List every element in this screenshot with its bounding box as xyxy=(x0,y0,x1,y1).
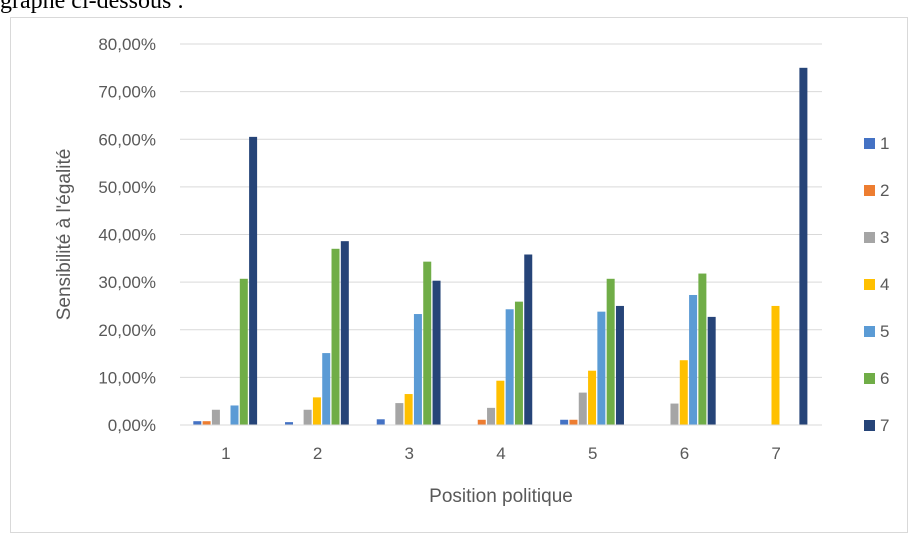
bar-cat5-series6 xyxy=(606,278,615,425)
y-axis-title: Sensibilité à l'égalité xyxy=(54,149,75,321)
x-tick-label: 7 xyxy=(771,444,780,463)
bar-cat3-series3 xyxy=(395,403,404,425)
bar-cat4-series3 xyxy=(487,407,496,425)
x-tick-label: 5 xyxy=(588,444,597,463)
bar-cat6-series4 xyxy=(679,360,688,425)
y-axis-ticks: 0,00% 10,00% 20,00% 30,00% 40,00% 50,00% 60,00… xyxy=(98,35,156,435)
bar-cat4-series7 xyxy=(524,254,533,425)
bar-cat5-series1 xyxy=(560,419,569,425)
bar-cat2-series1 xyxy=(285,422,294,425)
bar-cat5-series5 xyxy=(597,311,606,425)
legend-swatch xyxy=(864,373,875,384)
x-tick-label: 6 xyxy=(680,444,689,463)
legend-swatch xyxy=(864,232,875,243)
bar-cat3-series1 xyxy=(376,419,385,425)
y-tick-label: 0,00% xyxy=(108,416,156,435)
bar-cat2-series7 xyxy=(340,241,349,425)
bar-cat6-series3 xyxy=(670,403,679,425)
y-tick-label: 80,00% xyxy=(98,35,156,54)
bar-cat6-series6 xyxy=(698,273,707,425)
caption-text: graphe ci-dessous : xyxy=(0,0,184,14)
bar-cat5-series3 xyxy=(578,392,587,425)
legend-label: 7 xyxy=(880,416,889,435)
bar-cat4-series2 xyxy=(477,419,486,425)
y-tick-label: 60,00% xyxy=(98,130,156,149)
x-tick-label: 2 xyxy=(313,444,322,463)
bar-cat3-series7 xyxy=(432,280,441,425)
bar-cat3-series6 xyxy=(423,261,432,425)
bar-cat2-series4 xyxy=(312,397,321,425)
legend-swatch xyxy=(864,279,875,290)
bar-cat1-series6 xyxy=(239,278,248,425)
legend-label: 5 xyxy=(880,322,889,341)
bar-cat1-series3 xyxy=(211,409,220,425)
legend-swatch xyxy=(864,326,875,337)
y-tick-label: 70,00% xyxy=(98,83,156,102)
bar-cat3-series4 xyxy=(404,394,413,425)
legend-label: 4 xyxy=(880,275,889,294)
y-tick-label: 10,00% xyxy=(98,368,156,387)
y-tick-label: 50,00% xyxy=(98,178,156,197)
bar-cat1-series7 xyxy=(249,136,258,425)
chart-area xyxy=(10,17,908,533)
bar-cat4-series6 xyxy=(514,301,523,425)
bar-cat2-series5 xyxy=(322,353,331,425)
bar-cat1-series5 xyxy=(230,405,239,425)
bar-cat6-series5 xyxy=(689,294,698,425)
legend-swatch xyxy=(864,185,875,196)
x-axis-ticks: 1 2 3 4 5 6 7 xyxy=(221,444,781,463)
bars xyxy=(193,67,808,425)
y-tick-label: 30,00% xyxy=(98,273,156,292)
x-tick-label: 4 xyxy=(496,444,505,463)
bar-cat7-series4 xyxy=(771,305,780,425)
x-tick-label: 3 xyxy=(405,444,414,463)
legend-label: 2 xyxy=(880,181,889,200)
legend-label: 6 xyxy=(880,369,889,388)
legend: 1 2 3 4 5 6 7 xyxy=(864,134,889,435)
bar-cat7-series7 xyxy=(799,67,808,425)
legend-label: 1 xyxy=(880,134,889,153)
bar-cat5-series7 xyxy=(615,305,624,425)
bar-cat2-series3 xyxy=(303,409,312,425)
bar-cat3-series5 xyxy=(413,314,422,425)
bar-cat6-series7 xyxy=(707,316,716,425)
legend-swatch xyxy=(864,138,875,149)
bar-cat2-series6 xyxy=(331,248,340,425)
legend-label: 3 xyxy=(880,228,889,247)
gridlines xyxy=(180,43,822,378)
x-axis-title: Position politique xyxy=(429,486,573,507)
bar-cat5-series4 xyxy=(588,370,597,425)
bar-cat1-series1 xyxy=(193,421,202,425)
bar-cat1-series2 xyxy=(202,421,211,425)
legend-swatch xyxy=(864,420,875,431)
bar-cat4-series4 xyxy=(496,380,505,425)
bar-cat4-series5 xyxy=(505,309,514,425)
x-tick-label: 1 xyxy=(221,444,230,463)
bar-cat5-series2 xyxy=(569,419,578,425)
y-tick-label: 40,00% xyxy=(98,226,156,245)
y-tick-label: 20,00% xyxy=(98,321,156,340)
